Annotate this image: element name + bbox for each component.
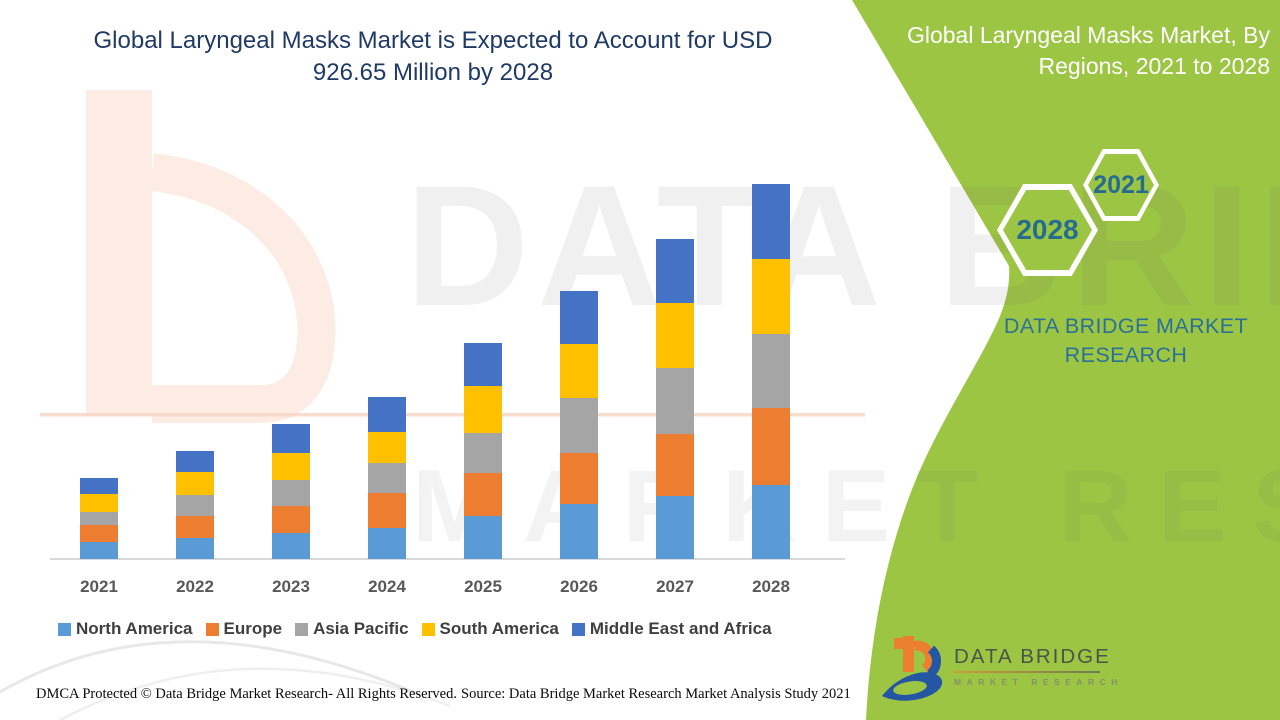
bar-segment-2022-north-america [176,537,214,559]
logo-tagline: MARKET RESEARCH [954,677,1123,687]
bar-segment-2024-north-america [368,527,406,559]
watermark-b-bowl [149,153,336,423]
bar-segment-2027-north-america [656,496,694,559]
logo-underline [954,671,1100,673]
x-axis-label-2021: 2021 [80,577,118,596]
x-axis-label-2022: 2022 [176,577,214,596]
bar-segment-2021-asia-pacific [80,511,118,526]
bar-segment-2022-middle-east-and-africa [176,451,214,472]
bar-segment-2022-south-america [176,472,214,496]
dmca-notice: DMCA Protected © Data Bridge Market Rese… [36,686,457,702]
logo-wordmark: DATA BRIDGE [954,645,1111,668]
legend-swatch [58,622,71,636]
hexagon-badge-2028: 2028 [997,184,1098,276]
chart-legend: North America Europe Asia Pacific South Ame… [58,619,828,639]
chart-title: Global Laryngeal Masks Market is Expecte… [93,27,773,86]
legend-swatch [571,622,585,636]
bar-segment-2023-middle-east-and-africa [272,424,310,453]
bar-segment-2022-europe [176,515,214,538]
bar-segment-2021-south-america [80,493,118,512]
bar-segment-2024-south-america [368,431,406,464]
bar-segment-2025-middle-east-and-africa [464,343,502,387]
bar-segment-2026-europe [560,453,598,504]
data-bridge-logo-icon [882,636,943,701]
bar-segment-2025-south-america [464,386,502,433]
watermark-b-stem [86,90,152,416]
bar-segment-2021-middle-east-and-africa [80,478,118,494]
data-bridge-logo: DATA BRIDGE MARKET RESEARCH [880,632,1140,710]
legend-swatch [205,622,219,636]
bar-segment-2027-middle-east-and-africa [656,238,694,304]
bar-segment-2023-south-america [272,452,310,480]
legend-label: South America [439,619,559,638]
bar-segment-2024-middle-east-and-africa [368,397,406,432]
legend-item-asia-pacific: Asia Pacific [295,619,409,639]
legend-swatch [421,622,435,636]
legend-label: Asia Pacific [313,619,409,638]
stacked-bar-chart [80,184,790,559]
bar-segment-2021-north-america [80,542,118,559]
hexagon-year-label: 2028 [1016,214,1079,245]
legend-label: Europe [223,619,283,638]
x-axis-label-2027: 2027 [656,577,694,596]
bar-segment-2028-north-america [752,484,790,559]
bar-segment-2024-asia-pacific [368,463,406,494]
hexagon-badge-2021: 2021 [1083,149,1159,221]
x-axis-label-2024: 2024 [368,577,406,596]
bar-segment-2021-europe [80,525,118,543]
legend-item-europe: Europe [205,619,283,639]
bar-segment-2025-north-america [464,516,502,559]
legend-item-north-america: North America [58,619,193,639]
bar-segment-2028-asia-pacific [752,334,790,409]
bar-segment-2023-europe [272,506,310,533]
bar-segment-2023-asia-pacific [272,479,310,506]
x-axis-label-2026: 2026 [560,577,598,596]
bar-segment-2024-europe [368,493,406,528]
bar-segment-2028-middle-east-and-africa [752,184,790,259]
watermark-arc-1 [0,640,421,697]
bar-segment-2026-middle-east-and-africa [560,291,598,344]
hexagon-year-label: 2021 [1093,170,1149,199]
bar-segment-2028-south-america [752,258,790,334]
side-panel-title: Global Laryngeal Masks Market, By Region… [906,22,1270,79]
bar-segment-2028-europe [752,408,790,485]
brand-text: DATA BRIDGE MARKET RESEARCH [1003,314,1249,367]
watermark-arc-2 [59,667,451,720]
legend-label: Middle East and Africa [589,619,772,638]
x-axis-label-2028: 2028 [752,577,790,596]
bar-segment-2027-europe [656,434,694,497]
bar-segment-2025-asia-pacific [464,432,502,473]
bar-segment-2022-asia-pacific [176,495,214,516]
bar-segment-2023-north-america [272,532,310,559]
legend-swatch [295,622,309,636]
bar-segment-2026-south-america [560,343,598,398]
bar-segment-2025-europe [464,472,502,517]
legend-item-middle-east-and-africa: Middle East and Africa [571,619,772,639]
bar-segment-2027-south-america [656,303,694,369]
bar-segment-2027-asia-pacific [656,368,694,435]
bar-segment-2026-north-america [560,503,598,559]
x-axis-label-2025: 2025 [464,577,502,596]
source-note: Source: Data Bridge Market Research Mark… [461,686,851,702]
watermark-underline [40,413,865,417]
x-axis-label-2023: 2023 [272,577,310,596]
bar-segment-2026-asia-pacific [560,397,598,454]
legend-label: North America [76,619,193,638]
legend-item-south-america: South America [421,619,559,639]
x-axis-line [50,558,845,560]
